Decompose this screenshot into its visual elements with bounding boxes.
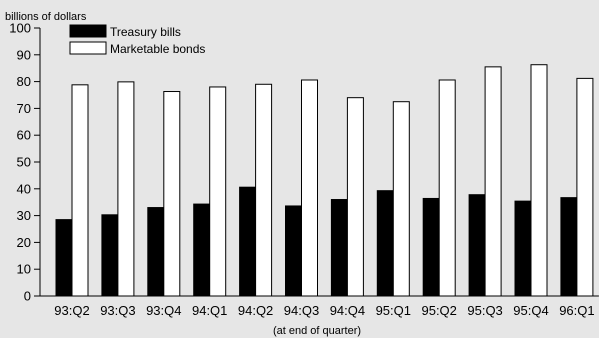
axes: 0 10 20 30 40 50 60 70 80 90 100 93:Q2 93:Q3 93:Q4 94:… [9, 21, 599, 318]
bar-treasury-bills-95-q4 [514, 200, 532, 297]
legend: Treasury bills Marketable bonds [69, 24, 205, 56]
bar-marketable-bonds-94-q2 [255, 83, 273, 297]
x-tick-label: 96:Q1 [559, 303, 594, 318]
legend-label-marketable-bonds: Marketable bonds [110, 42, 205, 56]
bar-treasury-bills-94-q3 [285, 205, 302, 297]
bar-treasury-bills-94-q2 [239, 186, 257, 297]
y-tick-label: 70 [17, 101, 31, 116]
bar-marketable-bonds-95-q1 [392, 101, 410, 297]
x-tick-label: 94:Q2 [238, 303, 273, 318]
bar-treasury-bills-95-q3 [468, 194, 486, 297]
x-tick-label: 94:Q1 [192, 303, 227, 318]
y-tick-label: 10 [17, 262, 31, 277]
x-tick-label: 95:Q1 [376, 303, 411, 318]
bar-treasury-bills-96-q1 [560, 197, 578, 297]
bar-treasury-bills-93-q3 [101, 214, 119, 297]
bar-treasury-bills-94-q4 [330, 199, 348, 297]
bar-treasury-bills-93-q2 [55, 219, 73, 297]
bar-marketable-bonds-96-q1 [576, 77, 594, 297]
x-tick-label: 94:Q4 [330, 303, 365, 318]
y-tick-label: 80 [17, 74, 31, 89]
bar-marketable-bonds-94-q3 [301, 79, 318, 297]
legend-label-treasury-bills: Treasury bills [110, 25, 181, 39]
bar-marketable-bonds-94-q1 [209, 86, 227, 297]
x-tick-label: 95:Q3 [467, 303, 502, 318]
bar-marketable-bonds-93-q3 [117, 81, 135, 297]
bar-marketable-bonds-93-q4 [163, 91, 181, 297]
bar-marketable-bonds-95-q4 [530, 64, 548, 297]
y-tick-label: 20 [17, 235, 31, 250]
y-tick-label: 0 [24, 289, 31, 304]
bar-marketable-bonds-95-q3 [484, 66, 502, 297]
x-tick-label: 93:Q4 [146, 303, 181, 318]
x-axis-title: (at end of quarter) [273, 325, 361, 337]
x-tick-label: 93:Q3 [100, 303, 135, 318]
x-tick-label: 95:Q4 [513, 303, 548, 318]
bar-marketable-bonds-93-q2 [71, 84, 89, 297]
x-tick-label: 93:Q2 [54, 303, 89, 318]
bars [55, 64, 594, 297]
y-tick-label: 60 [17, 128, 31, 143]
legend-swatch-marketable-bonds [69, 41, 107, 55]
x-tick-label: 95:Q2 [421, 303, 456, 318]
legend-swatch-treasury-bills [69, 24, 107, 38]
y-tick-label: 40 [17, 181, 31, 196]
y-axis-unit-label: billions of dollars [5, 11, 87, 23]
bar-treasury-bills-93-q4 [147, 207, 165, 297]
bar-treasury-bills-95-q1 [376, 190, 394, 297]
bar-treasury-bills-95-q2 [422, 197, 440, 297]
y-tick-label: 100 [9, 21, 31, 36]
y-tick-label: 50 [17, 155, 31, 170]
bar-treasury-bills-94-q1 [193, 203, 211, 297]
bar-marketable-bonds-94-q4 [346, 97, 364, 297]
bar-marketable-bonds-95-q2 [438, 79, 456, 297]
y-tick-label: 30 [17, 208, 31, 223]
x-tick-label: 94:Q3 [284, 303, 319, 318]
y-tick-label: 90 [17, 47, 31, 62]
